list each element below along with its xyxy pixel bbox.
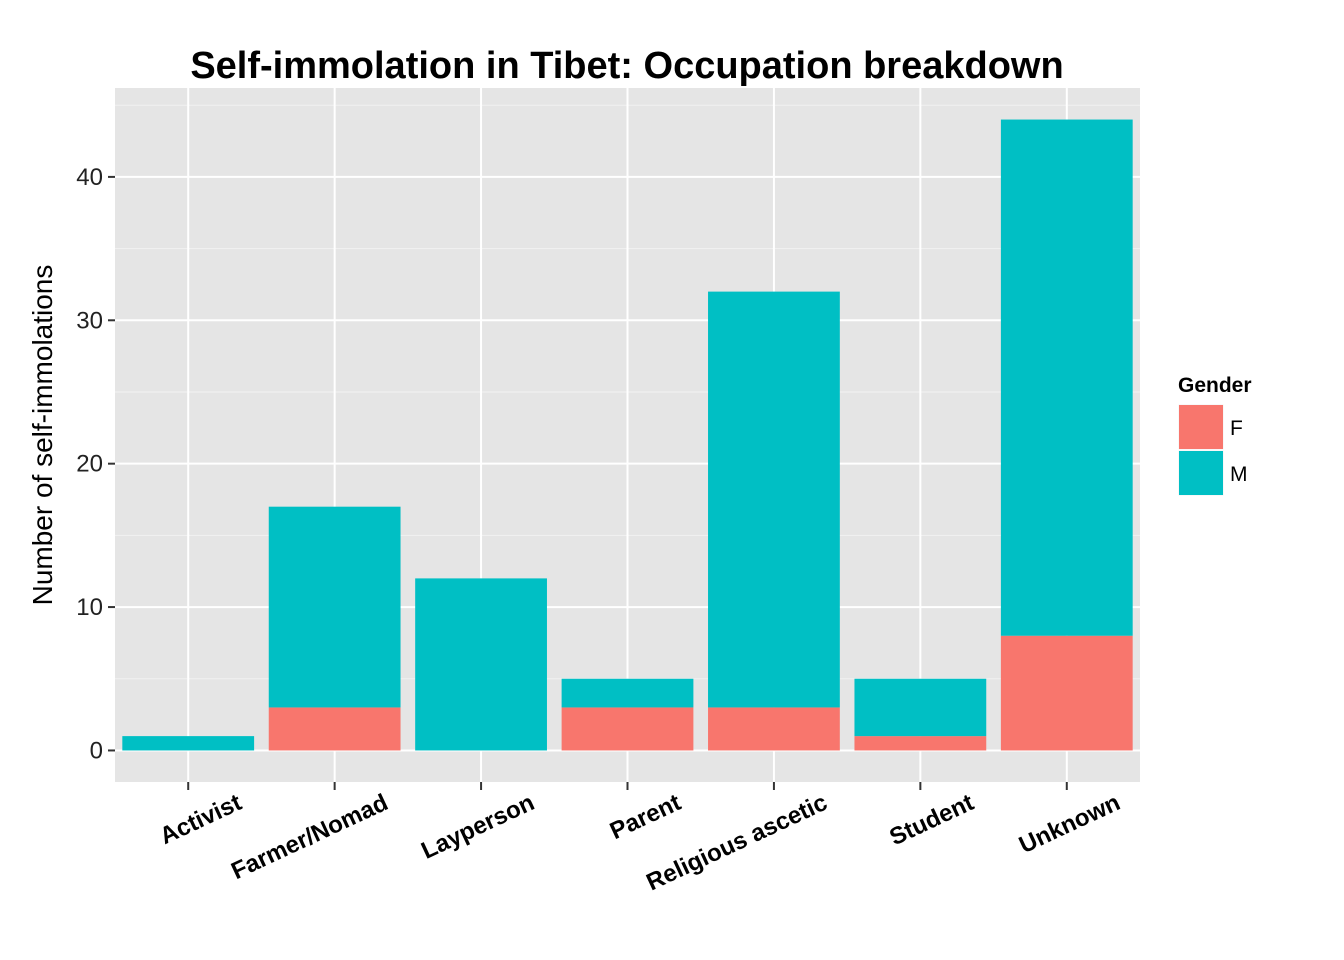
legend-title: Gender (1178, 374, 1252, 397)
bar-m-layperson (415, 578, 547, 751)
y-tick-label: 20 (76, 451, 103, 478)
x-tick-label: Activist (156, 789, 246, 850)
bars (122, 119, 1133, 751)
y-tick-label: 30 (76, 307, 103, 334)
x-tick-label: Layperson (417, 789, 538, 865)
bar-m-parent (561, 678, 694, 708)
bar-f-religious-ascetic (708, 707, 840, 751)
x-tick-label: Parent (606, 789, 685, 845)
bar-m-farmer-nomad (268, 506, 401, 708)
legend-label-f: F (1230, 417, 1243, 440)
legend-label-m: M (1230, 463, 1248, 486)
bar-m-student (854, 678, 987, 737)
bar-f-farmer-nomad (268, 707, 401, 751)
chart-title: Self-immolation in Tibet: Occupation bre… (190, 45, 1063, 87)
bar-m-activist (122, 736, 255, 751)
x-tick-label: Student (886, 789, 978, 851)
legend: Gender FM (1177, 374, 1252, 497)
x-tick-label: Unknown (1015, 789, 1124, 859)
y-tick-label: 10 (76, 594, 103, 621)
y-tick-label: 40 (76, 164, 103, 191)
x-tick-label: Farmer/Nomad (227, 789, 392, 885)
bar-m-religious-ascetic (708, 291, 840, 708)
legend-swatch-f (1179, 405, 1223, 449)
y-tick-label: 0 (90, 737, 103, 764)
bar-f-parent (561, 707, 694, 751)
bar-f-unknown (1000, 635, 1133, 751)
y-axis: 0 10 20 30 40 (76, 164, 115, 764)
bar-f-student (854, 736, 987, 751)
y-axis-label: Number of self-immolations (27, 265, 58, 606)
legend-swatch-m (1179, 451, 1223, 495)
bar-m-unknown (1000, 119, 1133, 636)
